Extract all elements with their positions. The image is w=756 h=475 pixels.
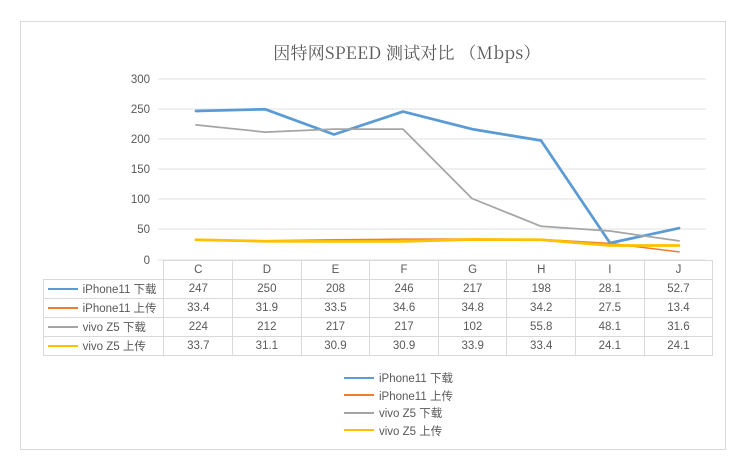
svg-text:200: 200 xyxy=(131,134,150,146)
svg-text:300: 300 xyxy=(131,74,150,86)
svg-text:50: 50 xyxy=(137,224,150,236)
svg-text:150: 150 xyxy=(131,164,150,176)
svg-text:100: 100 xyxy=(131,194,150,206)
svg-text:250: 250 xyxy=(131,104,150,116)
